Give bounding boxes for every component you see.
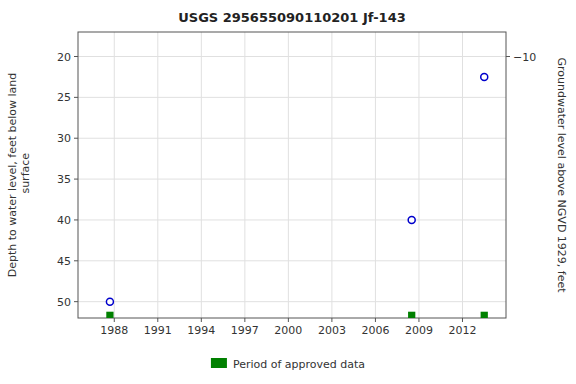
y-tick-label: 45 bbox=[57, 255, 71, 268]
x-tick bbox=[375, 318, 376, 322]
y2-axis-label: Groundwater level above NGVD 1929, feet bbox=[555, 57, 568, 293]
y2-tick bbox=[506, 56, 510, 57]
x-tick bbox=[114, 318, 115, 322]
y-grid-line bbox=[78, 138, 506, 139]
legend: Period of approved data bbox=[211, 358, 365, 371]
plot-frame bbox=[78, 32, 506, 318]
x-tick bbox=[331, 318, 332, 322]
y-tick-label: 35 bbox=[57, 173, 71, 186]
y-tick bbox=[74, 179, 78, 180]
approved-period-bar bbox=[481, 312, 488, 318]
x-tick-label: 1994 bbox=[187, 324, 215, 337]
data-point bbox=[408, 216, 415, 223]
x-tick bbox=[244, 318, 245, 322]
y-grid-line bbox=[78, 219, 506, 220]
x-grid-line bbox=[418, 32, 419, 318]
x-grid-line bbox=[201, 32, 202, 318]
y-axis-label-line: surface bbox=[19, 153, 32, 197]
y-grid-line bbox=[78, 260, 506, 261]
x-grid-line bbox=[157, 32, 158, 318]
x-grid-line bbox=[462, 32, 463, 318]
x-tick bbox=[288, 318, 289, 322]
y-tick bbox=[74, 260, 78, 261]
plot-background bbox=[78, 32, 506, 318]
x-tick bbox=[157, 318, 158, 322]
chart-title: USGS 295655090110201 Jf-143 bbox=[178, 10, 405, 25]
x-tick-label: 1988 bbox=[100, 324, 128, 337]
x-tick-label: 1997 bbox=[231, 324, 259, 337]
y-tick bbox=[74, 56, 78, 57]
y-tick-label: 20 bbox=[57, 51, 71, 64]
approved-period-bar bbox=[106, 312, 113, 318]
x-tick-label: 2000 bbox=[274, 324, 302, 337]
legend-swatch bbox=[211, 358, 227, 368]
legend-label: Period of approved data bbox=[233, 358, 365, 371]
y-axis-label: Depth to water level, feet below land su… bbox=[6, 73, 32, 278]
y-grid-line bbox=[78, 301, 506, 302]
data-point bbox=[106, 298, 113, 305]
y-tick-label: 40 bbox=[57, 214, 71, 227]
y-tick-label: 25 bbox=[57, 91, 71, 104]
x-tick-label: 2003 bbox=[318, 324, 346, 337]
x-tick bbox=[462, 318, 463, 322]
x-grid-line bbox=[114, 32, 115, 318]
x-grid-line bbox=[244, 32, 245, 318]
x-tick-label: 2006 bbox=[361, 324, 389, 337]
x-grid-line bbox=[331, 32, 332, 318]
x-tick bbox=[201, 318, 202, 322]
y-grid-line bbox=[78, 56, 506, 57]
x-tick-label: 1991 bbox=[144, 324, 172, 337]
y-tick bbox=[74, 138, 78, 139]
y-tick-label: 30 bbox=[57, 132, 71, 145]
y-tick bbox=[74, 219, 78, 220]
x-tick bbox=[418, 318, 419, 322]
x-tick-label: 2012 bbox=[448, 324, 476, 337]
y2-tick-label: −10 bbox=[513, 51, 536, 64]
x-grid-line bbox=[375, 32, 376, 318]
x-tick-label: 2009 bbox=[405, 324, 433, 337]
y-tick bbox=[74, 301, 78, 302]
y-tick-label: 50 bbox=[57, 296, 71, 309]
approved-period-bar bbox=[408, 312, 415, 318]
x-grid-line bbox=[288, 32, 289, 318]
plot-marks bbox=[106, 73, 488, 318]
y-tick bbox=[74, 97, 78, 98]
data-point bbox=[481, 73, 488, 80]
y-grid-line bbox=[78, 97, 506, 98]
chart: 1988 1991 1994 1997 2000 2003 2006 2009 2012 20 25… bbox=[0, 0, 576, 384]
y-axis-label-line: Depth to water level, feet below land bbox=[6, 73, 19, 278]
y-grid-line bbox=[78, 179, 506, 180]
